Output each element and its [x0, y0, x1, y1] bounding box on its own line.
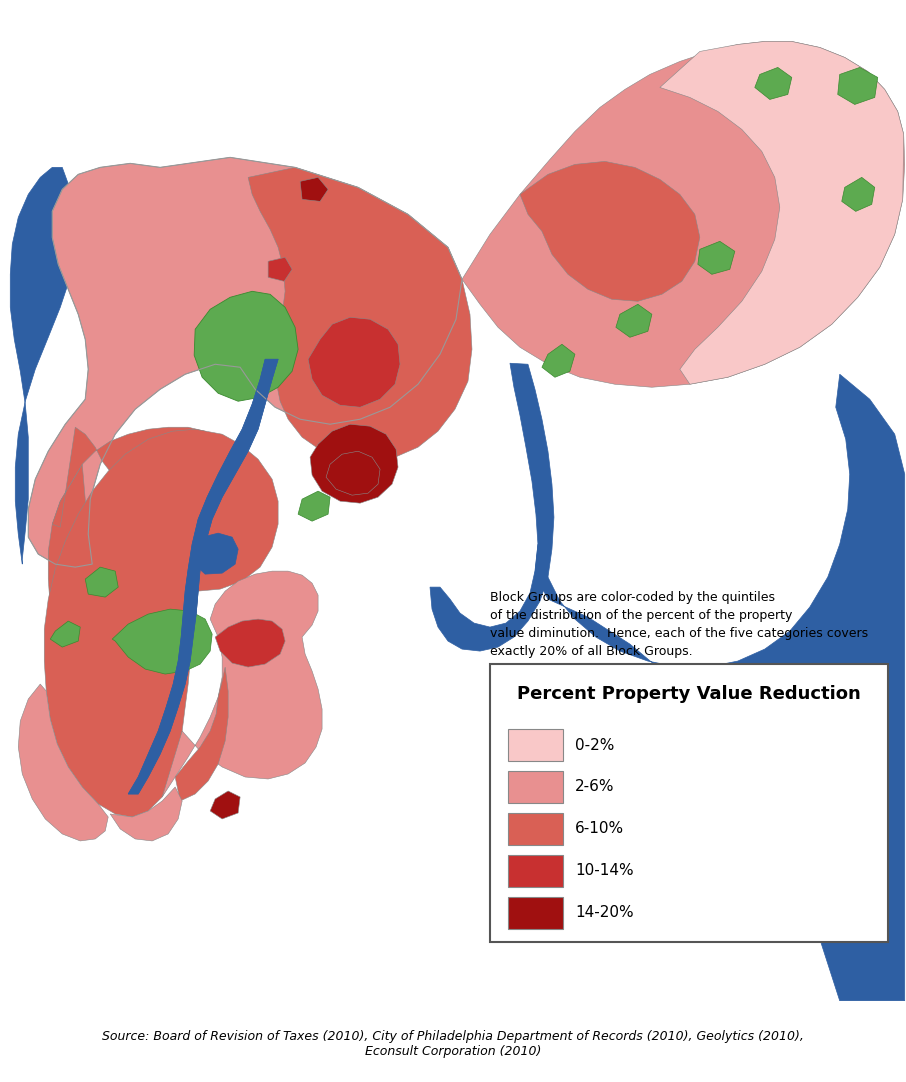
- Polygon shape: [18, 684, 108, 841]
- Polygon shape: [660, 41, 903, 384]
- Polygon shape: [462, 41, 905, 387]
- Polygon shape: [298, 491, 330, 522]
- Polygon shape: [248, 168, 472, 461]
- Text: Source: Board of Revision of Taxes (2010), City of Philadelphia Department of Re: Source: Board of Revision of Taxes (2010…: [102, 1030, 804, 1058]
- Polygon shape: [542, 344, 575, 378]
- Polygon shape: [520, 161, 699, 301]
- Text: Percent Property Value Reduction: Percent Property Value Reduction: [517, 685, 861, 703]
- Bar: [508, 897, 563, 928]
- Polygon shape: [308, 317, 400, 407]
- Polygon shape: [175, 668, 228, 801]
- Text: Block Groups are color-coded by the quintiles
of the distribution of the percent: Block Groups are color-coded by the quin…: [490, 591, 868, 658]
- Polygon shape: [194, 291, 298, 401]
- Polygon shape: [535, 374, 905, 1001]
- Bar: [490, 664, 888, 942]
- Text: 10-14%: 10-14%: [575, 863, 633, 879]
- Polygon shape: [430, 364, 554, 651]
- Polygon shape: [111, 787, 182, 841]
- Polygon shape: [85, 567, 118, 597]
- Polygon shape: [129, 359, 278, 794]
- Text: 14-20%: 14-20%: [575, 906, 633, 921]
- Polygon shape: [755, 67, 792, 100]
- Polygon shape: [300, 177, 328, 201]
- Polygon shape: [162, 571, 323, 797]
- Polygon shape: [192, 533, 238, 575]
- Polygon shape: [50, 621, 81, 647]
- Polygon shape: [326, 451, 380, 496]
- Polygon shape: [838, 67, 878, 105]
- Text: 6-10%: 6-10%: [575, 821, 624, 836]
- Polygon shape: [698, 241, 735, 275]
- Polygon shape: [616, 304, 652, 338]
- Polygon shape: [210, 791, 240, 819]
- Text: 0-2%: 0-2%: [575, 738, 614, 752]
- Bar: [508, 771, 563, 803]
- Text: 2-6%: 2-6%: [575, 779, 614, 794]
- Bar: [508, 729, 563, 761]
- Polygon shape: [310, 424, 398, 503]
- Polygon shape: [28, 157, 462, 567]
- Polygon shape: [215, 619, 285, 668]
- Polygon shape: [112, 609, 212, 674]
- Polygon shape: [842, 177, 874, 211]
- Polygon shape: [268, 258, 292, 281]
- Bar: [508, 813, 563, 845]
- Polygon shape: [48, 464, 139, 791]
- Polygon shape: [44, 430, 278, 817]
- Bar: [508, 855, 563, 887]
- Polygon shape: [53, 427, 226, 527]
- Polygon shape: [10, 168, 75, 564]
